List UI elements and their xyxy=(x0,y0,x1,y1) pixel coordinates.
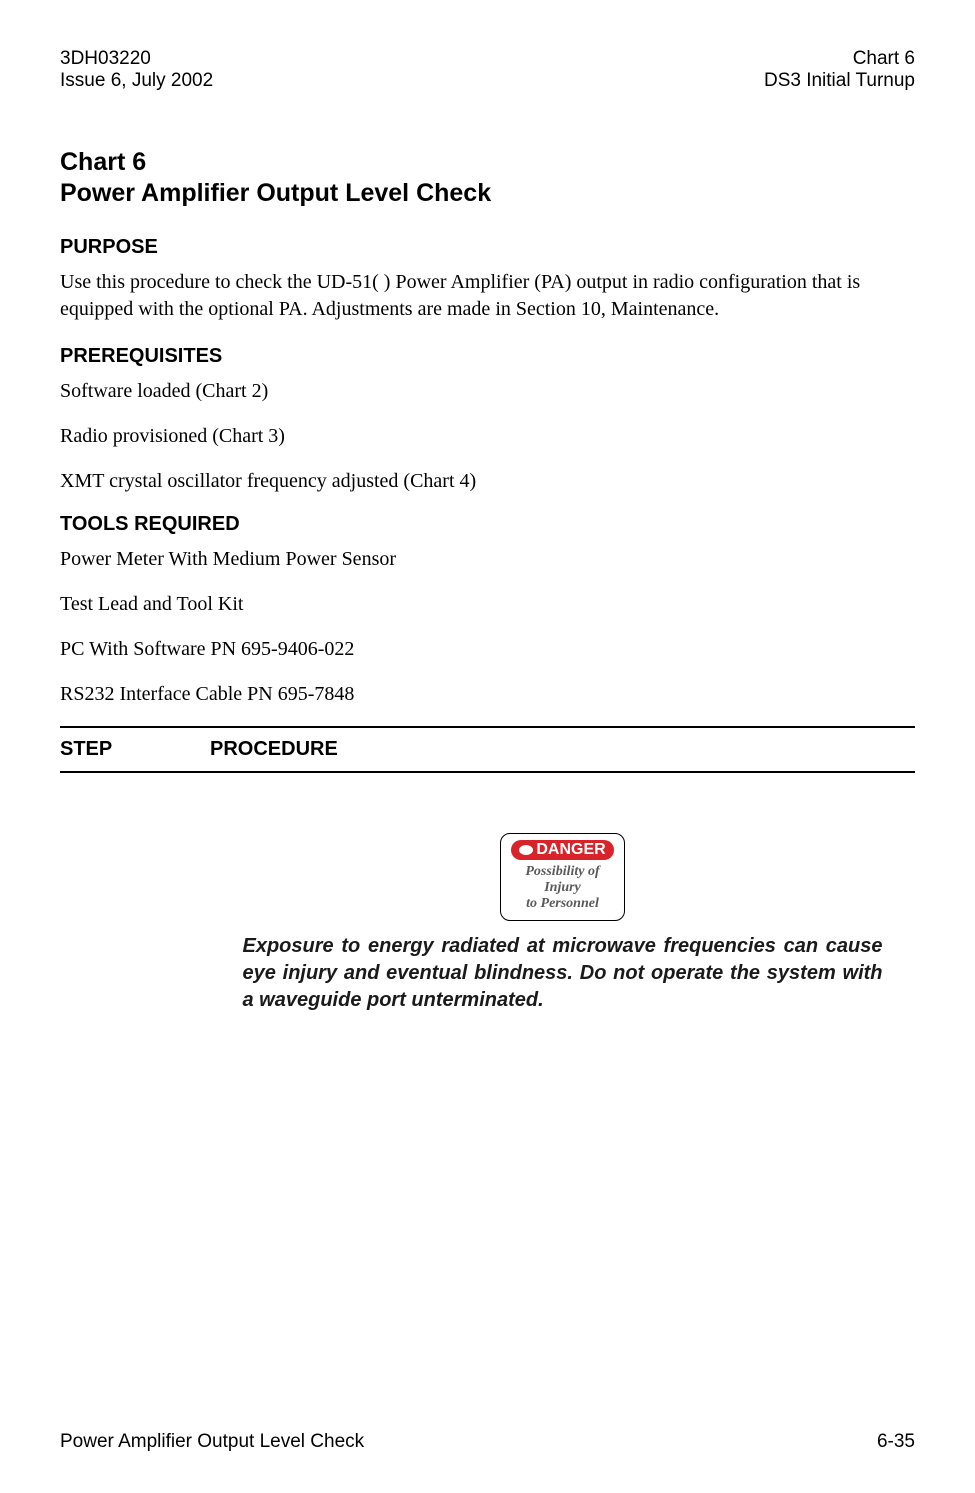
issue-date: Issue 6, July 2002 xyxy=(60,70,213,92)
chart-number: Chart 6 xyxy=(60,148,915,177)
prereq-item: Radio provisioned (Chart 3) xyxy=(60,423,915,450)
step-procedure-header: STEP PROCEDURE xyxy=(60,726,915,773)
header-left: 3DH03220 Issue 6, July 2002 xyxy=(60,48,213,92)
chart-ref: Chart 6 xyxy=(764,48,915,70)
tool-item: Power Meter With Medium Power Sensor xyxy=(60,546,915,573)
chart-title: Power Amplifier Output Level Check xyxy=(60,179,915,208)
prereq-item: Software loaded (Chart 2) xyxy=(60,378,915,405)
tool-item: RS232 Interface Cable PN 695-7848 xyxy=(60,681,915,708)
doc-number: 3DH03220 xyxy=(60,48,213,70)
tool-item: PC With Software PN 695-9406-022 xyxy=(60,636,915,663)
footer-right: 6-35 xyxy=(877,1431,915,1453)
header-right: Chart 6 DS3 Initial Turnup xyxy=(764,48,915,92)
danger-oval-icon xyxy=(519,845,533,855)
purpose-text: Use this procedure to check the UD-51( )… xyxy=(60,269,915,323)
warning-text: Exposure to energy radiated at microwave… xyxy=(243,933,883,1014)
danger-sub2: Injury xyxy=(511,880,613,896)
prereq-item: XMT crystal oscillator frequency adjuste… xyxy=(60,468,915,495)
page-footer: Power Amplifier Output Level Check 6-35 xyxy=(60,1431,915,1453)
danger-label: DANGER xyxy=(511,840,613,860)
purpose-heading: PURPOSE xyxy=(60,236,915,259)
footer-left: Power Amplifier Output Level Check xyxy=(60,1431,364,1453)
danger-sign-container: DANGER Possibility of Injury to Personne… xyxy=(210,833,915,921)
prerequisites-heading: PREREQUISITES xyxy=(60,345,915,368)
page-header: 3DH03220 Issue 6, July 2002 Chart 6 DS3 … xyxy=(60,48,915,92)
danger-sub1: Possibility of xyxy=(511,864,613,880)
procedure-column-header: PROCEDURE xyxy=(210,738,915,761)
danger-label-text: DANGER xyxy=(536,841,605,858)
section-name: DS3 Initial Turnup xyxy=(764,70,915,92)
tool-item: Test Lead and Tool Kit xyxy=(60,591,915,618)
danger-sign: DANGER Possibility of Injury to Personne… xyxy=(500,833,624,921)
danger-sub3: to Personnel xyxy=(511,896,613,912)
procedure-content: DANGER Possibility of Injury to Personne… xyxy=(210,833,915,1014)
step-column-header: STEP xyxy=(60,738,210,761)
tools-heading: TOOLS REQUIRED xyxy=(60,513,915,536)
